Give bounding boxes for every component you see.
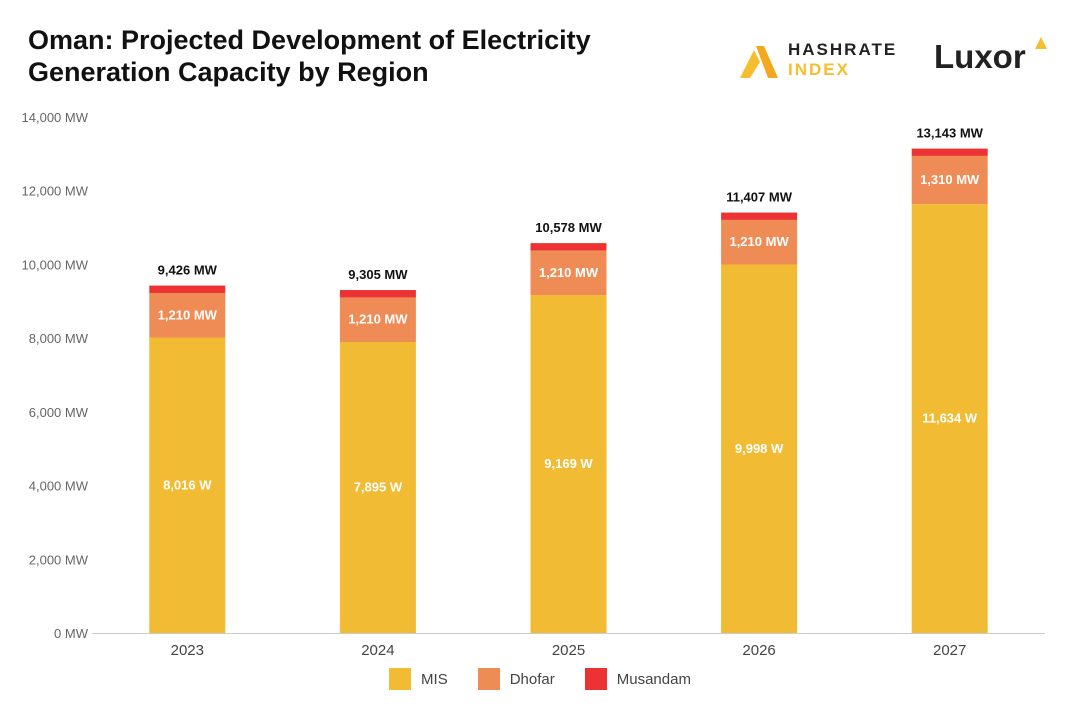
chart-title: Oman: Projected Development of Electrici… — [28, 25, 591, 87]
luxor-triangle-icon — [1035, 37, 1047, 49]
y-tick-label: 2,000 MW — [29, 552, 89, 567]
brand-logos: HASHRATE INDEX Luxor — [738, 37, 1058, 90]
y-tick-label: 12,000 MW — [22, 184, 89, 199]
bar-total-label: 11,407 MW — [726, 190, 792, 205]
bar-segment-mis — [721, 264, 798, 633]
index-text: INDEX — [788, 60, 850, 79]
bar-segment-mis — [530, 295, 607, 633]
x-tick-label: 2023 — [171, 642, 204, 659]
legend-label-mis: MIS — [421, 670, 448, 688]
legend-item-musandam: Musandam — [584, 668, 691, 690]
hashrate-index-logo-icon — [740, 46, 778, 78]
legend-item-mis: MIS — [389, 668, 448, 690]
bar-segment-dhofar — [721, 219, 798, 265]
bar-segment-musandam — [721, 212, 798, 220]
legend-swatch-dhofar — [477, 668, 500, 690]
bar-value-label: 9,998 W — [735, 441, 784, 456]
legend: MIS Dhofar Musandam — [0, 668, 1080, 690]
legend-label-dhofar: Dhofar — [509, 670, 555, 688]
bar-segment-dhofar — [530, 250, 607, 296]
legend-swatch-mis — [389, 668, 412, 690]
x-tick-label: 2026 — [742, 642, 775, 659]
y-tick-label: 0 MW — [54, 626, 89, 641]
bars: 8,016 W 1,210 MW 9,426 MW 7,895 W 1,210 MW 9,… — [149, 126, 988, 634]
bar-value-label: 1,210 MW — [729, 234, 789, 249]
y-tick-label: 14,000 MW — [22, 110, 89, 125]
bar-segment-dhofar — [149, 292, 226, 338]
bar-segment-mis — [339, 342, 416, 633]
x-axis-ticks: 2023 2024 2025 2026 2027 — [171, 642, 967, 659]
y-axis-ticks: 0 MW 2,000 MW 4,000 MW 6,000 MW 8,000 MW 10,0… — [22, 110, 1045, 641]
bar-value-label: 11,634 W — [922, 411, 978, 426]
hashrate-text: HASHRATE — [788, 40, 898, 59]
bar-value-label: 1,210 MW — [158, 307, 218, 322]
x-tick-label: 2025 — [552, 642, 585, 659]
bar-total-label: 10,578 MW — [535, 220, 602, 235]
bar-value-label: 1,210 MW — [348, 312, 408, 327]
y-tick-label: 8,000 MW — [29, 331, 89, 346]
bar-segment-musandam — [911, 148, 988, 156]
y-tick-label: 10,000 MW — [22, 257, 89, 272]
bar-segment-musandam — [530, 243, 607, 251]
x-tick-label: 2024 — [361, 642, 394, 659]
bar-segment-mis — [911, 204, 988, 634]
y-tick-label: 6,000 MW — [29, 405, 89, 420]
legend-swatch-musandam — [584, 668, 607, 690]
bar-segment-mis — [149, 337, 226, 633]
bar-segment-dhofar — [911, 155, 988, 205]
legend-label-musandam: Musandam — [616, 670, 691, 688]
bar-total-label: 9,305 MW — [348, 267, 408, 282]
bar-segment-musandam — [149, 285, 226, 293]
bar-segment-dhofar — [339, 297, 416, 343]
x-tick-label: 2027 — [933, 642, 966, 659]
bar-value-label: 7,895 W — [354, 480, 403, 495]
legend-item-dhofar: Dhofar — [477, 668, 555, 690]
luxor-wordmark: Luxor — [934, 38, 1026, 75]
bar-total-label: 13,143 MW — [916, 126, 983, 141]
y-tick-label: 4,000 MW — [29, 479, 89, 494]
hashrate-index-wordmark: HASHRATE INDEX — [788, 40, 897, 80]
bar-value-label: 1,210 MW — [539, 265, 599, 280]
bar-segment-musandam — [339, 290, 416, 298]
bar-value-label: 1,310 MW — [920, 172, 980, 187]
bar-value-label: 9,169 W — [544, 456, 593, 471]
bar-value-label: 8,016 W — [163, 477, 212, 492]
bar-total-label: 9,426 MW — [158, 263, 218, 278]
